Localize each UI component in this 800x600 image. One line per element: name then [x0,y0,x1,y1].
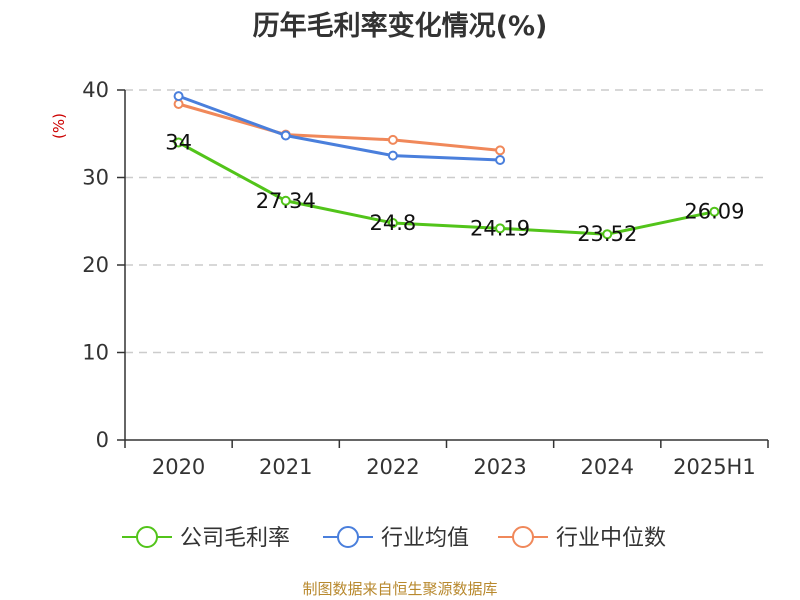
legend-label[interactable]: 公司毛利率 [180,526,290,551]
legend-label[interactable]: 行业中位数 [556,526,666,551]
data-point [709,206,720,217]
legend-marker[interactable] [337,526,359,548]
data-label: 34 [165,131,192,155]
series-line [178,102,501,152]
series-line [177,141,715,236]
y-tick-label: 0 [96,428,109,452]
x-tick-label: 2024 [581,455,634,479]
data-label: 24.19 [470,216,530,240]
data-point [280,130,291,141]
y-axis-label: (%) [50,113,68,139]
y-tick-label: 30 [82,166,109,190]
x-tick-label: 2025H1 [673,455,756,479]
data-label: 24.8 [370,211,417,235]
data-point [280,195,291,206]
data-label: 23.52 [577,222,637,246]
x-tick-label: 2023 [473,455,526,479]
data-point [602,229,613,240]
data-point [387,150,398,161]
x-tick-label: 2022 [366,455,419,479]
x-tick-label: 2021 [259,455,312,479]
y-tick-label: 10 [82,341,109,365]
series-line [178,94,501,162]
data-point [173,137,184,148]
data-point [387,218,398,228]
data-point [387,134,398,145]
data-point [495,145,506,156]
data-point [495,155,506,165]
legend-label[interactable]: 行业均值 [381,526,469,551]
y-tick-label: 40 [82,78,109,102]
data-label: 26.09 [684,200,744,224]
chart-title: 历年毛利率变化情况(%) [252,11,548,42]
x-tick-label: 2020 [152,455,205,479]
data-label: 27.34 [256,189,316,213]
legend-marker[interactable] [512,526,534,548]
data-point [173,91,184,102]
legend-marker[interactable] [136,526,158,548]
data-point [173,99,184,109]
y-tick-label: 20 [82,253,109,277]
source-note: 制图数据来自恒生聚源数据库 [302,580,498,598]
data-point [495,223,506,234]
